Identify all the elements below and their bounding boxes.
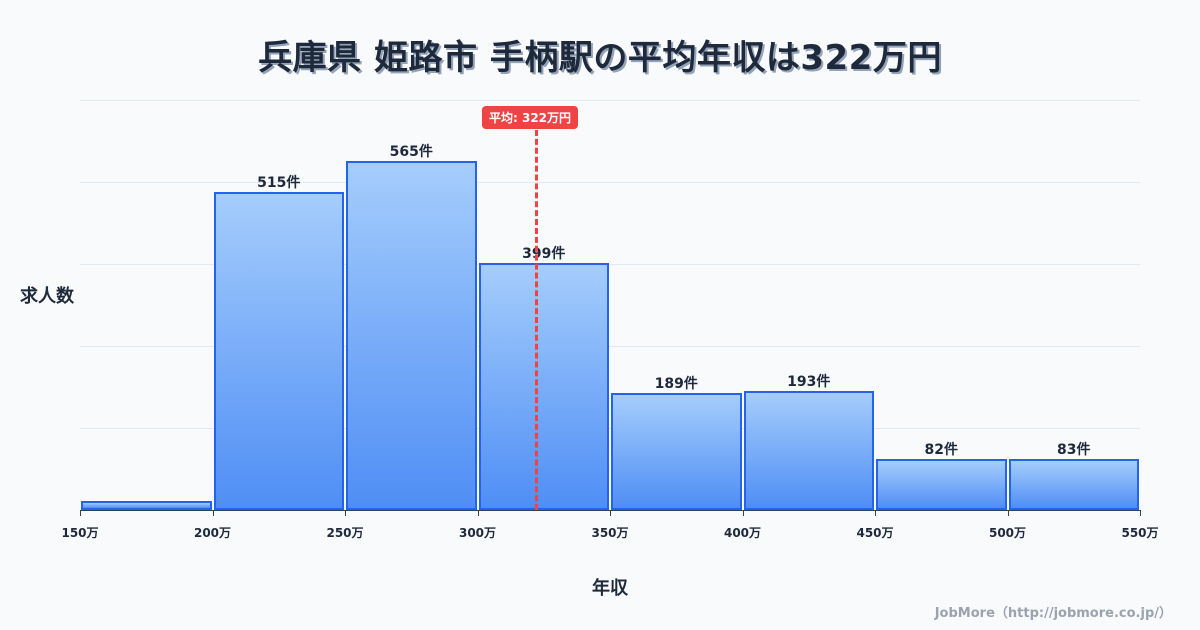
bar-value-label: 82件: [924, 442, 958, 459]
average-badge: 平均: 322万円: [482, 106, 579, 129]
y-axis-label: 求人数: [20, 286, 74, 307]
bar-value-label: 83件: [1057, 441, 1091, 458]
bar-value-label: 189件: [654, 376, 698, 393]
x-tick: [610, 510, 611, 516]
average-line: [535, 130, 538, 510]
histogram-bar: [876, 459, 1007, 510]
chart-title: 兵庫県 姫路市 手柄駅の平均年収は322万円: [258, 38, 942, 78]
x-tick: [1007, 510, 1009, 516]
histogram-bar: [1008, 458, 1139, 510]
x-axis-label: 年収: [592, 578, 628, 599]
x-tick-label: 200万: [193, 526, 232, 540]
x-tick: [1140, 510, 1141, 516]
x-tick-label: 550万: [1121, 526, 1159, 540]
histogram-bar: [743, 390, 874, 510]
histogram-bar: [611, 393, 742, 510]
gridline: [80, 182, 1140, 183]
gridline: [80, 264, 1140, 265]
histogram-bar: [81, 500, 212, 510]
bar-value-label: 193件: [787, 373, 831, 390]
x-tick: [742, 510, 744, 516]
x-tick: [477, 510, 479, 516]
histogram-bar: [213, 191, 344, 510]
footer-credit: JobMore（http://jobmore.co.jp/）: [934, 606, 1172, 621]
bar-value-label: 515件: [257, 174, 301, 191]
bar-value-label: 399件: [522, 246, 566, 263]
x-tick: [345, 510, 346, 516]
x-tick-label: 400万: [723, 526, 762, 540]
x-tick-label: 450万: [856, 526, 894, 540]
x-tick: [212, 510, 214, 516]
gridline: [80, 100, 1140, 101]
bar-value-label: 565件: [389, 143, 433, 160]
histogram-bar: [478, 263, 609, 510]
gridline: [80, 346, 1140, 347]
plot-area: 515件 565件 399件 189件 193件 82件 83件: [80, 100, 1140, 510]
histogram-bar: [346, 160, 477, 510]
x-tick-label: 300万: [458, 526, 497, 540]
x-tick: [80, 510, 81, 516]
x-tick-label: 350万: [591, 526, 629, 540]
x-tick-label: 150万: [61, 526, 99, 540]
x-tick-label: 500万: [988, 526, 1027, 540]
x-tick-label: 250万: [326, 526, 364, 540]
gridline: [80, 428, 1140, 429]
x-tick: [875, 510, 876, 516]
